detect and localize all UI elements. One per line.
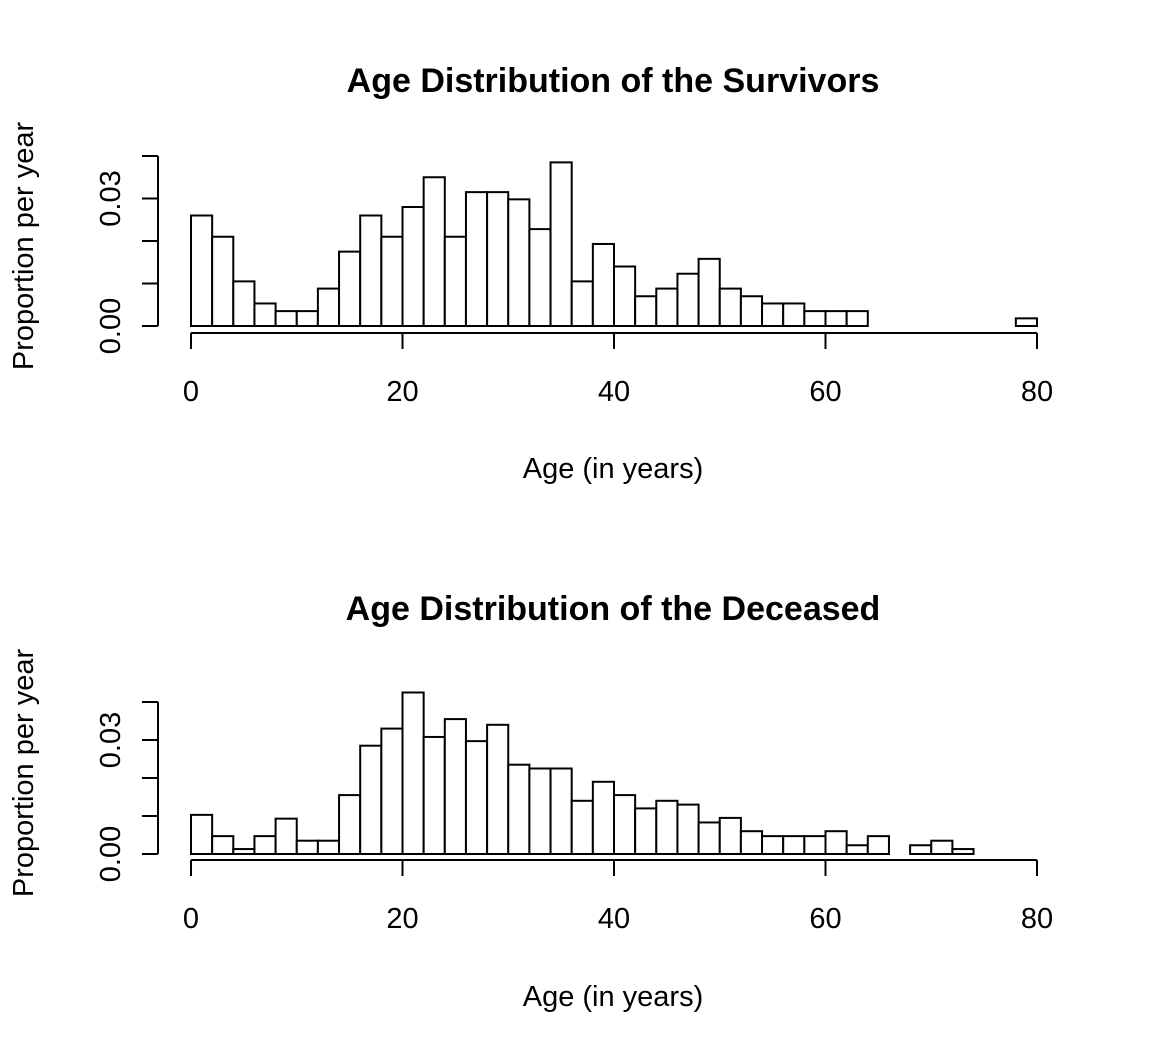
histogram-bar	[570, 280, 594, 327]
histogram-bar	[380, 727, 404, 855]
x-tick-label: 60	[809, 376, 841, 408]
x-axis-label: Age (in years)	[523, 981, 704, 1013]
histogram-bar	[274, 310, 298, 327]
y-tick-label: 0.00	[95, 826, 127, 882]
x-tick-label: 80	[1021, 376, 1053, 408]
histogram-bar	[549, 767, 573, 855]
histogram-bar	[190, 214, 214, 327]
histogram-bar	[613, 265, 637, 327]
histogram-bar	[591, 242, 615, 328]
survivors-histogram: Age Distribution of the Survivors 0 20 40 6…	[8, 62, 1053, 485]
histogram-bar	[549, 161, 573, 327]
histogram-bar	[359, 214, 383, 327]
histogram-bar	[528, 767, 552, 855]
histogram-bar	[316, 287, 341, 328]
histogram-bar	[295, 839, 319, 856]
histogram-bar	[761, 302, 785, 328]
histogram-bar	[211, 835, 235, 856]
histogram-bar	[613, 794, 637, 855]
histogram-bar	[845, 310, 869, 327]
histogram-bar	[422, 735, 446, 856]
histogram-bar	[232, 848, 256, 855]
histogram-bar	[316, 839, 341, 856]
histogram-bar	[739, 830, 764, 856]
histogram-bar	[824, 310, 848, 327]
x-tick-label: 40	[598, 903, 630, 935]
y-axis: 0.00 0.03	[95, 701, 159, 882]
x-tick-label: 20	[386, 376, 418, 408]
histogram-bar	[676, 272, 700, 328]
histogram-bar	[190, 813, 214, 855]
histogram-bar	[824, 830, 848, 856]
histogram-bar	[422, 176, 446, 327]
chart-title: Age Distribution of the Survivors	[347, 62, 880, 100]
histogram-bar	[274, 817, 298, 855]
histogram-bar	[845, 844, 869, 856]
histogram-bar	[486, 191, 510, 327]
histogram-bar	[930, 839, 954, 856]
histogram-bar	[338, 794, 362, 855]
histogram-bar	[401, 691, 425, 855]
histogram-bar	[866, 835, 890, 856]
bars	[190, 691, 975, 856]
histogram-bar	[634, 295, 658, 327]
x-tick-label: 80	[1021, 903, 1053, 935]
histogram-bar	[211, 235, 235, 327]
histogram-bar	[338, 250, 362, 327]
x-tick-label: 0	[183, 903, 199, 935]
histogram-bar	[803, 835, 827, 856]
histogram-bar	[909, 844, 933, 856]
y-tick-label: 0.03	[95, 170, 127, 226]
x-axis-label: Age (in years)	[523, 453, 704, 485]
histogram-bar	[443, 235, 467, 327]
histogram-bar	[803, 310, 827, 327]
histogram-bar	[761, 835, 785, 856]
histogram-bar	[380, 235, 404, 327]
histogram-bar	[718, 816, 742, 856]
histogram-bar	[253, 835, 277, 856]
x-tick-label: 40	[598, 376, 630, 408]
y-tick-label: 0.03	[95, 712, 127, 768]
histogram-bar	[359, 744, 383, 856]
histogram-bar	[232, 280, 256, 327]
y-axis-label: Proportion per year	[8, 649, 40, 898]
y-axis: 0.00 0.03	[95, 155, 159, 354]
x-tick-label: 20	[386, 903, 418, 935]
histogram-bar	[401, 206, 425, 327]
histogram-bar	[591, 780, 615, 855]
histogram-bar	[464, 740, 489, 856]
x-tick-label: 0	[183, 376, 199, 408]
x-tick-label: 60	[809, 903, 841, 935]
deceased-histogram: Age Distribution of the Deceased 0 20 40 60…	[8, 590, 1053, 1013]
histogram-bar	[507, 198, 531, 328]
histogram-bar	[634, 807, 658, 856]
histogram-bar	[528, 228, 552, 328]
bars	[190, 161, 1038, 328]
histogram-bar	[1014, 317, 1038, 328]
histogram-bar	[676, 803, 700, 855]
histogram-bar	[697, 257, 721, 328]
histogram-bar	[739, 295, 764, 327]
y-axis-label: Proportion per year	[8, 122, 40, 371]
histogram-bar	[697, 821, 721, 856]
chart-title: Age Distribution of the Deceased	[346, 590, 881, 628]
x-axis: 0 20 40 60 80	[183, 859, 1053, 935]
histogram-bar	[655, 287, 679, 328]
y-tick-label: 0.00	[95, 298, 127, 354]
x-axis: 0 20 40 60 80	[183, 332, 1053, 408]
histogram-bar	[464, 191, 489, 327]
histogram-bar	[951, 848, 975, 855]
histogram-bar	[782, 835, 806, 856]
histogram-bar	[570, 799, 594, 855]
histogram-bar	[655, 799, 679, 855]
histogram-bar	[253, 302, 277, 328]
histogram-bar	[782, 302, 806, 328]
histogram-bar	[486, 723, 510, 855]
histogram-bar	[295, 310, 319, 327]
histogram-bar	[507, 763, 531, 856]
histogram-bar	[443, 718, 467, 855]
histogram-bar	[718, 287, 742, 328]
